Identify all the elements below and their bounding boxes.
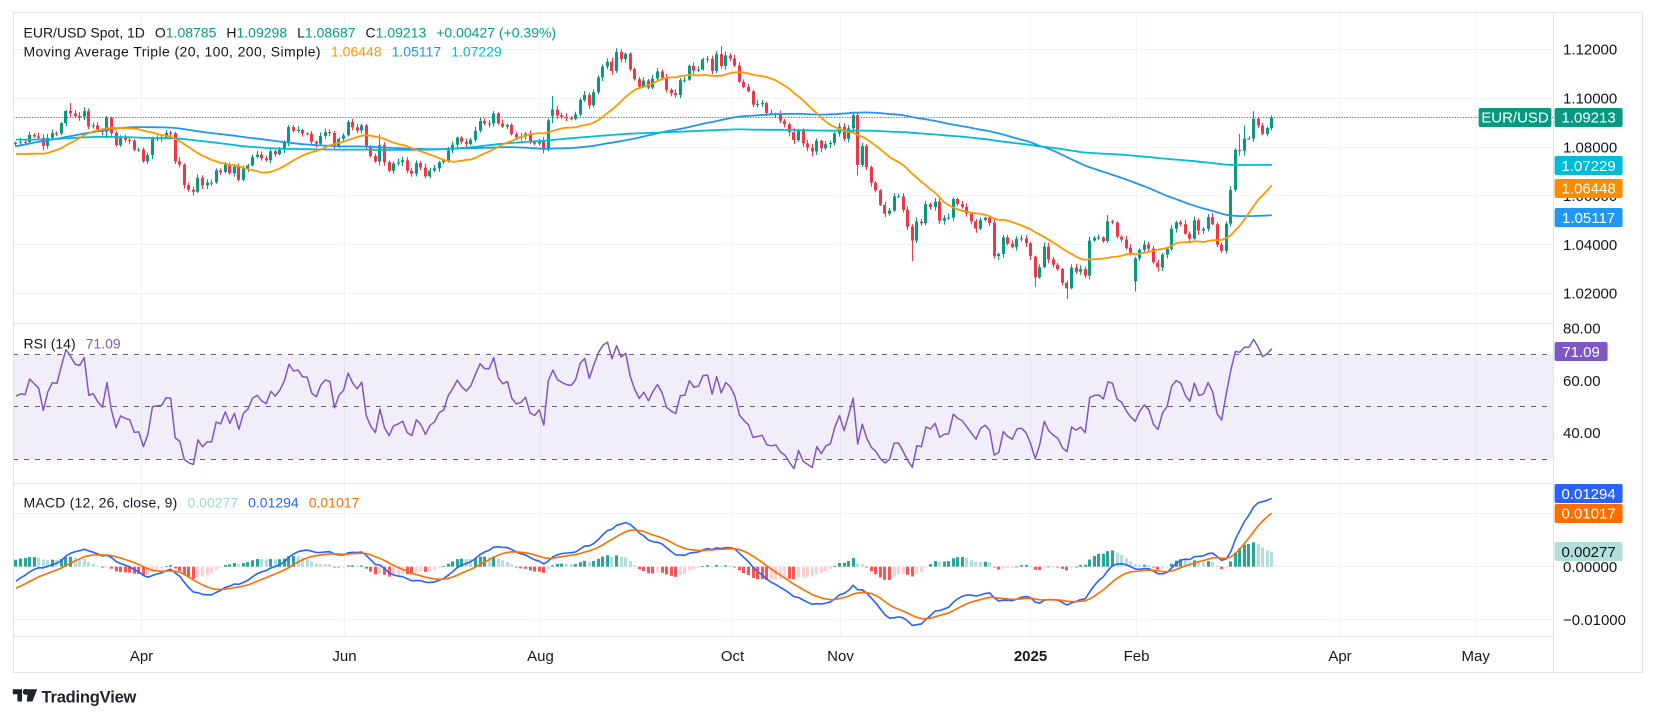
svg-text:EUR/USD: EUR/USD (1481, 110, 1549, 127)
svg-text:0.01017: 0.01017 (1561, 506, 1615, 523)
svg-text:40.00: 40.00 (1563, 425, 1601, 442)
svg-text:Feb: Feb (1124, 648, 1150, 665)
svg-text:MACD (12, 26, close, 9)0.00277: MACD (12, 26, close, 9) 0.00277 0.01294 0.0… (24, 495, 360, 511)
svg-text:71.09: 71.09 (1562, 344, 1600, 361)
svg-text:1.10000: 1.10000 (1563, 91, 1617, 108)
svg-text:1.09213: 1.09213 (1561, 110, 1615, 127)
svg-text:0.00000: 0.00000 (1563, 559, 1617, 576)
svg-text:Apr: Apr (1328, 648, 1351, 665)
svg-text:Jun: Jun (332, 648, 356, 665)
svg-text:60.00: 60.00 (1563, 373, 1601, 390)
svg-text:0.00277: 0.00277 (1561, 544, 1615, 561)
svg-text:1.07229: 1.07229 (1561, 158, 1615, 175)
svg-text:Nov: Nov (827, 648, 854, 665)
svg-text:1.12000: 1.12000 (1563, 42, 1617, 59)
svg-text:0.01294: 0.01294 (1561, 486, 1615, 503)
svg-text:2025: 2025 (1014, 648, 1047, 665)
svg-text:May: May (1462, 648, 1491, 665)
svg-text:80.00: 80.00 (1563, 321, 1601, 338)
svg-text:1.08000: 1.08000 (1563, 139, 1617, 156)
svg-text:TradingView: TradingView (42, 688, 137, 706)
svg-text:Aug: Aug (527, 648, 554, 665)
svg-text:−0.01000: −0.01000 (1563, 612, 1626, 629)
svg-text:1.06448: 1.06448 (1561, 180, 1615, 197)
svg-text:1.05117: 1.05117 (1562, 210, 1615, 227)
svg-text:Apr: Apr (130, 648, 153, 665)
svg-text:Moving Average Triple (20, 100: Moving Average Triple (20, 100, 200, Sim… (24, 44, 503, 60)
svg-text:Oct: Oct (721, 648, 745, 665)
svg-text:1.04000: 1.04000 (1563, 237, 1617, 254)
svg-text:1.02000: 1.02000 (1563, 286, 1617, 303)
svg-text:RSI (14)71.09: RSI (14) 71.09 (24, 335, 121, 351)
